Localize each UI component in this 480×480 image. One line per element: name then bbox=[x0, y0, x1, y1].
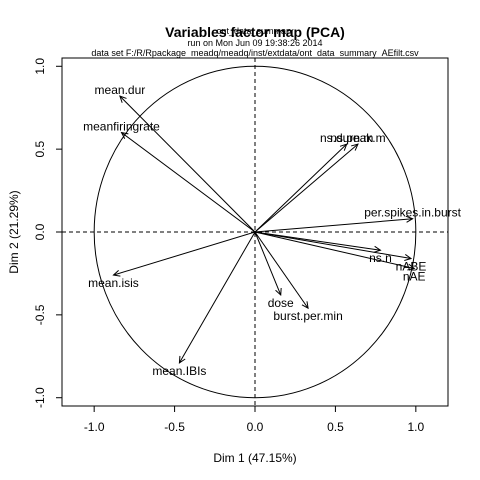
variable-label: nAE bbox=[403, 269, 426, 283]
x-tick-label: -1.0 bbox=[84, 420, 105, 434]
arrow-shaft bbox=[254, 231, 309, 309]
variable-arrow-ns-durn-m: ns.durn.m bbox=[254, 131, 373, 233]
arrow-shaft bbox=[254, 231, 282, 296]
arrow-shaft bbox=[113, 231, 256, 276]
arrow-shaft bbox=[178, 231, 256, 364]
chart-title: Variables factor map (PCA) bbox=[165, 24, 345, 40]
variable-label: ns.peak.m bbox=[330, 131, 385, 145]
x-tick-label: 0.0 bbox=[247, 420, 264, 434]
arrow-head bbox=[351, 143, 359, 151]
arrow-head bbox=[120, 131, 129, 140]
x-tick-label: 0.5 bbox=[327, 420, 344, 434]
arrow-head bbox=[339, 143, 348, 151]
arrow-head bbox=[405, 215, 414, 223]
arrow-head bbox=[404, 254, 413, 261]
variable-arrow-per-spikes-in-burst: per.spikes.in.burst bbox=[254, 206, 462, 233]
run-info: run on Mon Jun 09 19:38:26 2014 bbox=[187, 38, 322, 48]
arrow-shaft bbox=[254, 143, 348, 233]
variable-label: mean.IBIs bbox=[152, 364, 206, 378]
y-tick-label: 1.0 bbox=[33, 58, 47, 75]
arrow-head bbox=[373, 245, 382, 253]
arrow-shaft bbox=[254, 231, 381, 251]
arrow-shaft bbox=[254, 231, 415, 269]
variable-label: ns.durn.m bbox=[320, 131, 373, 145]
variable-arrow-burst-per-min: burst.per.min bbox=[254, 231, 343, 323]
x-axis-label: Dim 1 (47.15%) bbox=[213, 451, 296, 465]
variable-label: mean.isis bbox=[88, 276, 139, 290]
arrow-head bbox=[119, 95, 127, 103]
arrow-head bbox=[178, 355, 186, 364]
y-tick-label: 0.0 bbox=[33, 223, 47, 240]
y-axis-label: Dim 2 (21.29%) bbox=[7, 190, 21, 273]
y-tick-label: -0.5 bbox=[33, 304, 47, 325]
variable-label: dose bbox=[268, 296, 294, 310]
arrow-shaft bbox=[121, 132, 256, 233]
variable-arrow-nae: nAE bbox=[254, 231, 426, 283]
arrow-head bbox=[275, 287, 282, 297]
variable-label: per.spikes.in.burst bbox=[364, 206, 461, 220]
y-tick-label: -1.0 bbox=[33, 387, 47, 408]
overlay-title: ont_data_summary bbox=[216, 26, 294, 36]
axis-ticks: -1.0 -0.5 0.0 0.5 1.0 -1.0 -0.5 0.0 0.5 1.0 bbox=[33, 58, 424, 434]
arrow-head bbox=[112, 269, 121, 277]
variable-arrow-ns-peak-m: ns.peak.m bbox=[254, 131, 386, 233]
variable-arrow-meanfiringrate: meanfiringrate bbox=[83, 120, 256, 233]
x-tick-label: 1.0 bbox=[407, 420, 424, 434]
variable-arrow-mean-ibis: mean.IBIs bbox=[152, 231, 256, 378]
arrow-shaft bbox=[254, 231, 412, 260]
arrow-head bbox=[301, 301, 309, 310]
data-set-info: data set F:/R/Rpackage_meadq/meadq/inst/… bbox=[91, 48, 419, 58]
y-tick-label: 0.5 bbox=[33, 140, 47, 157]
variable-arrow-dose: dose bbox=[254, 231, 294, 310]
variable-arrow-mean-isis: mean.isis bbox=[88, 231, 256, 290]
arrow-head bbox=[407, 263, 416, 271]
variable-arrow-mean-dur: mean.dur bbox=[95, 83, 256, 233]
plot-area: mean.dur meanfiringrate ns.durn.mns.peak.m… bbox=[61, 57, 462, 407]
variable-label: mean.dur bbox=[95, 83, 146, 97]
arrow-shaft bbox=[119, 95, 256, 233]
variable-label: burst.per.min bbox=[273, 309, 342, 323]
arrow-shaft bbox=[254, 143, 359, 233]
arrow-shaft bbox=[254, 218, 413, 233]
variable-label: meanfiringrate bbox=[83, 120, 160, 134]
x-tick-label: -0.5 bbox=[164, 420, 185, 434]
